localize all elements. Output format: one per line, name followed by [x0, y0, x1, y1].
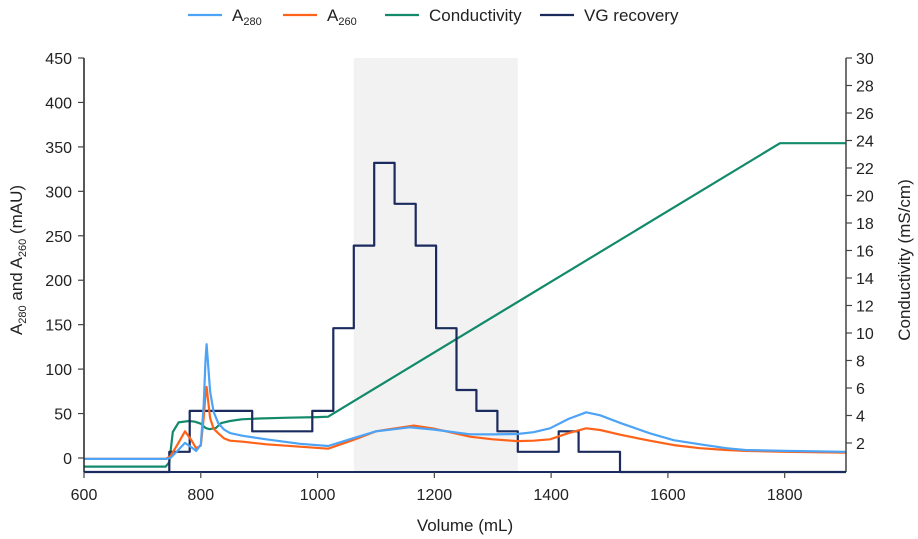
y-left-title-a: A: [7, 323, 26, 335]
y-axis-right-title: Conductivity (mS/cm): [895, 179, 914, 341]
y-left-title-and: and A: [7, 256, 26, 305]
legend-item: A260: [283, 6, 357, 28]
x-tick-label: 1800: [767, 487, 803, 504]
legend-label: Conductivity: [429, 6, 522, 25]
y-left-title-sub2: 260: [17, 239, 29, 257]
x-tick-label: 1600: [650, 487, 686, 504]
y-left-tick-label: 50: [54, 407, 72, 424]
series-layer: [84, 142, 847, 474]
legend-label-base: Conductivity: [429, 6, 522, 25]
y-left-tick-label: 0: [63, 451, 72, 468]
legend-label-sub: 260: [338, 16, 356, 28]
x-tick-label: 1000: [300, 487, 336, 504]
legend-label-base: A: [327, 6, 339, 25]
y-right-tick-label: 22: [856, 161, 874, 178]
legend-label-base: A: [232, 6, 244, 25]
legend-label: VG recovery: [584, 6, 679, 25]
series-line-vg-recovery: [84, 161, 846, 474]
legend-item: VG recovery: [540, 6, 679, 25]
y-left-tick-label: 300: [45, 184, 72, 201]
x-tick-label: 1200: [417, 487, 453, 504]
y-right-tick-label: 28: [856, 78, 874, 95]
y-left-title-unit: (mAU): [7, 185, 26, 239]
y-right-tick-label: 30: [856, 51, 874, 68]
y-right-tick-label: 14: [856, 271, 874, 288]
x-tick-label: 600: [71, 487, 98, 504]
y-right-tick-label: 18: [856, 216, 874, 233]
y-right-tick-label: 16: [856, 243, 874, 260]
legend-item: Conductivity: [385, 6, 522, 25]
x-axis-title: Volume (mL): [417, 516, 513, 535]
y-left-tick-label: 250: [45, 229, 72, 246]
y-right-tick-label: 10: [856, 326, 874, 343]
y-left-tick-label: 200: [45, 273, 72, 290]
y-left-tick-label: 150: [45, 318, 72, 335]
series-line-a280: [84, 343, 847, 460]
x-tick-label: 1400: [533, 487, 569, 504]
y-right-tick-label: 24: [856, 133, 874, 150]
y-left-tick-label: 100: [45, 362, 72, 379]
y-right-tick-label: 20: [856, 188, 874, 205]
legend-label: A260: [327, 6, 357, 28]
y-right-tick-label: 6: [856, 381, 865, 398]
y-right-tick-label: 2: [856, 436, 865, 453]
y-right-tick-label: 4: [856, 408, 865, 425]
y-right-tick-label: 12: [856, 298, 874, 315]
y-left-tick-label: 450: [45, 51, 72, 68]
legend: A280 A260 Conductivity VG recovery: [188, 6, 679, 28]
y-left-title-sub1: 280: [17, 305, 29, 323]
y-left-tick-label: 350: [45, 140, 72, 157]
y-axis-left-title: A280 and A260 (mAU): [7, 185, 29, 335]
legend-item: A280: [188, 6, 262, 28]
axes: 600 800 1000 1200 1400 1600 1800 0 50 100 150 200 25…: [45, 51, 874, 504]
y-right-tick-label: 26: [856, 106, 874, 123]
x-tick-label: 800: [187, 487, 214, 504]
y-left-tick-label: 400: [45, 95, 72, 112]
y-right-tick-label: 8: [856, 353, 865, 370]
legend-label-base: VG recovery: [584, 6, 679, 25]
legend-label: A280: [232, 6, 262, 28]
legend-label-sub: 280: [243, 16, 261, 28]
